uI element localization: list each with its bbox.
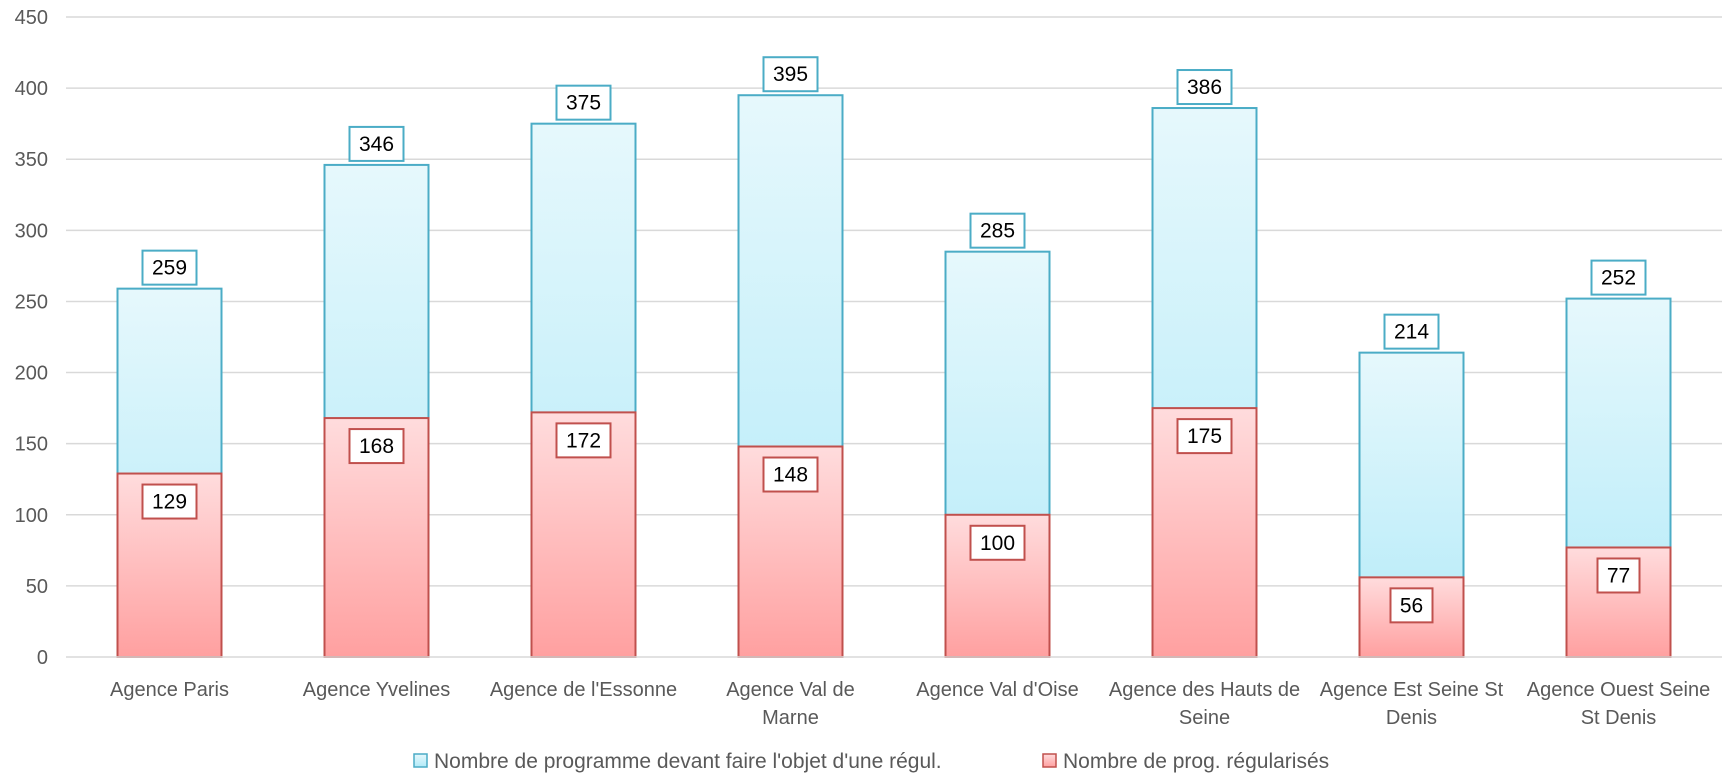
y-tick-label: 50 [26,576,48,598]
y-tick-label: 150 [15,434,48,456]
data-label-box [141,483,198,520]
gridlines [66,16,1722,587]
data-label-text: 252 [1601,267,1636,290]
data-label-total: 214 [1383,313,1440,350]
data-label-text: 172 [566,429,601,452]
data-label-total: 386 [1176,69,1233,106]
legend-swatch [1042,753,1057,768]
category-label-line: Agence Est Seine St [1320,679,1504,701]
data-label-box [1590,259,1647,296]
data-label-box [555,84,612,121]
category-label: Agence Est Seine St Denis [1320,679,1504,729]
category-label-line: Agence Yvelines [303,679,451,701]
data-label-box [1176,69,1233,106]
data-label-text: 148 [773,464,808,487]
data-label-regularised: 100 [969,524,1026,561]
data-label-box [555,422,612,459]
category-label: Agence Val de Marne [726,679,855,729]
data-label-text: 259 [152,257,187,280]
data-label-text: 100 [980,532,1015,555]
data-label-text: 346 [359,133,394,156]
data-label-box [1383,313,1440,350]
legend-label: Nombre de prog. régularisés [1063,750,1329,773]
legend-swatch [413,753,428,768]
data-label-total: 346 [348,125,405,162]
data-labels: 259 129 346 168 375 172 395 148 285 100 386 175 214 5… [141,56,1647,624]
category-label-line: Seine [1179,707,1230,729]
category-label: Agence Val d'Oise [916,679,1078,701]
category-label-line: Agence Val d'Oise [916,679,1078,701]
data-label-regularised: 77 [1596,557,1641,594]
data-label-total: 375 [555,84,612,121]
data-label-text: 175 [1187,425,1222,448]
data-label-regularised: 148 [762,456,819,493]
data-label-total: 259 [141,249,198,286]
data-label-box [969,524,1026,561]
category-label: Agence Yvelines [303,679,451,701]
y-tick-label: 0 [37,647,48,669]
y-tick-label: 400 [15,78,48,100]
category-label-line: Denis [1386,707,1437,729]
data-label-text: 214 [1394,321,1429,344]
category-label-line: Marne [762,707,819,729]
legend-item: Nombre de prog. régularisés [1042,750,1329,773]
data-label-box [348,125,405,162]
category-label: Agence Ouest Seine St Denis [1527,679,1710,729]
data-label-box [762,456,819,493]
legend: Nombre de programme devant faire l'objet… [413,750,1329,773]
y-tick-label: 450 [15,7,48,29]
data-label-text: 56 [1400,594,1423,617]
data-label-box [348,428,405,465]
data-label-text: 395 [773,63,808,86]
legend-label: Nombre de programme devant faire l'objet… [434,750,942,773]
y-tick-label: 300 [15,220,48,242]
data-label-text: 386 [1187,76,1222,99]
category-label-line: Agence de l'Essonne [490,679,677,701]
data-label-text: 375 [566,92,601,115]
category-label-line: Agence Ouest Seine [1527,679,1710,701]
data-label-box [1596,557,1641,594]
category-label-line: Agence Val de [726,679,855,701]
y-tick-label: 200 [15,363,48,385]
data-label-text: 285 [980,220,1015,243]
data-label-text: 168 [359,435,394,458]
data-label-box [1176,418,1233,455]
data-label-regularised: 168 [348,428,405,465]
y-tick-label: 350 [15,149,48,171]
data-label-regularised: 129 [141,483,198,520]
data-label-box [1389,587,1434,624]
y-axis-tick-labels: 0 50 100 150 200 250 300 350 400 450 [15,7,48,669]
data-label-regularised: 172 [555,422,612,459]
data-label-total: 285 [969,212,1026,249]
data-label-box [969,212,1026,249]
x-axis-category-labels: Agence Paris Agence Yvelines Agence de l'E… [110,679,1710,729]
category-label: Agence Paris [110,679,229,701]
data-label-total: 395 [762,56,819,93]
data-label-regularised: 175 [1176,418,1233,455]
category-label-line: St Denis [1581,707,1657,729]
legend-item: Nombre de programme devant faire l'objet… [413,750,942,773]
bars [116,94,1672,659]
data-label-box [141,249,198,286]
y-tick-label: 100 [15,505,48,527]
category-label: Agence de l'Essonne [490,679,677,701]
bar-regularised [1151,407,1258,658]
data-label-text: 129 [152,491,187,514]
category-label: Agence des Hauts de Seine [1109,679,1300,729]
data-label-text: 77 [1607,564,1630,587]
category-label-line: Agence des Hauts de [1109,679,1300,701]
data-label-regularised: 56 [1389,587,1434,624]
data-label-total: 252 [1590,259,1647,296]
data-label-box [762,56,819,93]
y-tick-label: 250 [15,291,48,313]
category-label-line: Agence Paris [110,679,229,701]
